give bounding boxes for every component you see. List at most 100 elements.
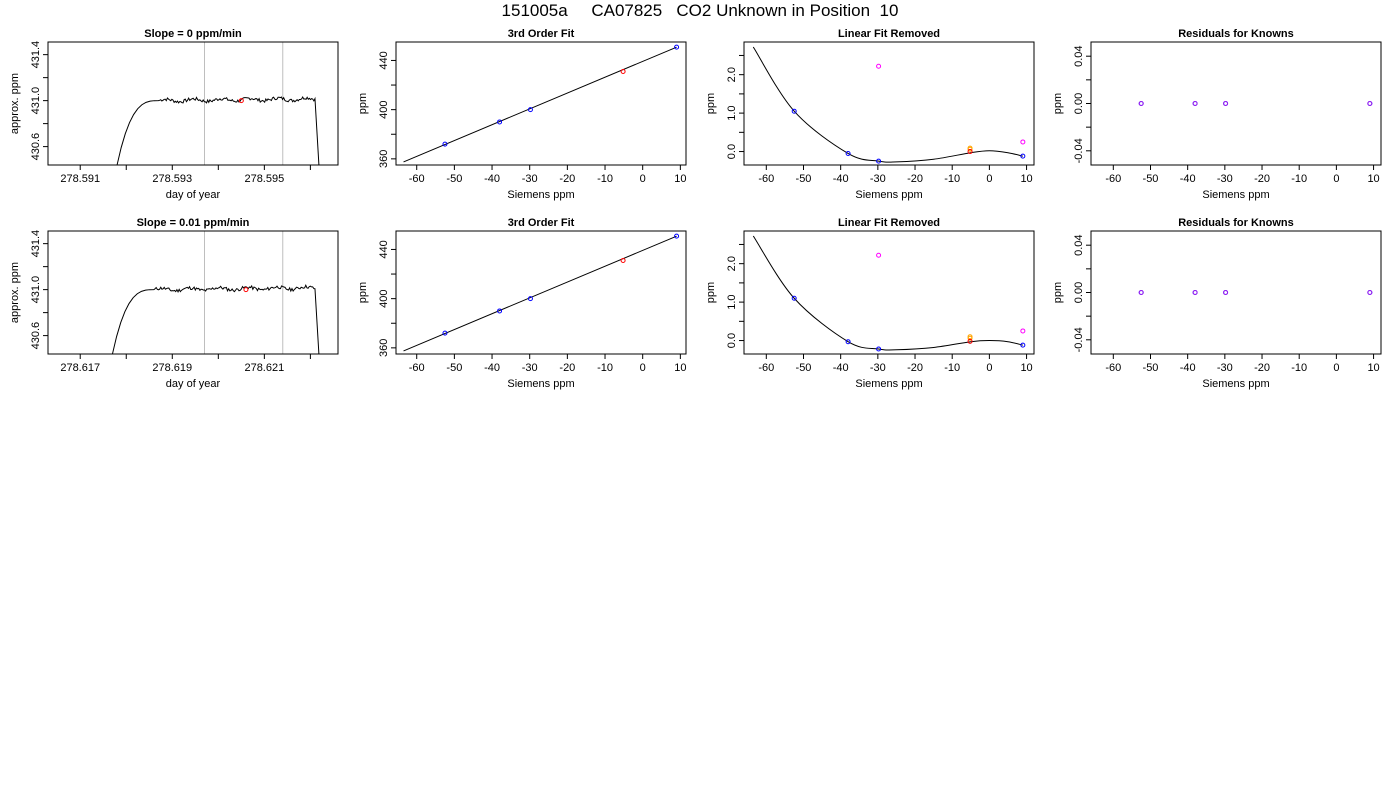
data-point <box>876 158 882 164</box>
page-title: 151005a CA07825 CO2 Unknown in Position … <box>501 1 899 20</box>
plot-area <box>1138 101 1373 106</box>
x-tick-label: 10 <box>674 362 686 374</box>
y-axis-label: approx. ppm <box>9 73 21 134</box>
data-point <box>967 334 973 340</box>
data-point <box>845 150 851 156</box>
x-tick-label: 10 <box>674 173 686 185</box>
data-point <box>1367 101 1373 106</box>
plot-frame <box>743 230 1035 355</box>
x-tick-label: -60 <box>1105 173 1121 185</box>
x-tick-label: -60 <box>758 362 774 374</box>
chart-title: Residuals for Knowns <box>1178 28 1294 40</box>
chart-panel-8: Residuals for Knowns -60 -50 -40 -30 -20 -10 0 1… <box>1052 217 1382 390</box>
fit-curve <box>752 46 1023 163</box>
y-tick-label: 0.04 <box>1073 45 1085 66</box>
data-point <box>876 346 882 352</box>
y-axis-label: approx. ppm <box>9 262 21 323</box>
x-tick-label: -40 <box>484 362 500 374</box>
chart-panel-7: Linear Fit Removed -60 -50 -40 -30 -20 -10 0 10 0… <box>705 217 1035 390</box>
data-point <box>1020 342 1026 348</box>
y-tick-label: 431.4 <box>30 230 42 258</box>
x-tick-label: 0 <box>1333 362 1339 374</box>
fit-curve <box>752 235 1023 351</box>
plot-area <box>752 46 1026 164</box>
x-tick-label: -20 <box>559 362 575 374</box>
chart-panel-1: Slope = 0 ppm/min 278.591 278.593 278.595 43… <box>9 28 339 201</box>
data-point <box>497 119 503 125</box>
x-tick-label: -20 <box>1254 173 1270 185</box>
data-point <box>620 258 626 264</box>
x-tick-label: -60 <box>409 173 425 185</box>
x-axis-label: Siemens ppm <box>507 189 574 201</box>
data-point <box>1138 290 1144 295</box>
y-tick-label: 0.04 <box>1073 234 1085 255</box>
plot-area <box>116 42 320 165</box>
plot-frame <box>47 41 339 166</box>
x-axis-label: Siemens ppm <box>1202 189 1269 201</box>
data-point <box>791 108 797 114</box>
plot-frame <box>395 41 687 166</box>
y-tick-label: 440 <box>378 51 390 69</box>
plot-area <box>403 233 680 352</box>
x-tick-label: -50 <box>796 173 812 185</box>
y-axis-label: ppm <box>1052 282 1064 303</box>
data-point <box>1020 328 1026 334</box>
x-tick-label: 278.621 <box>244 362 284 374</box>
plot-frame <box>1090 230 1382 355</box>
data-point <box>791 295 797 301</box>
x-tick-label: -10 <box>944 173 960 185</box>
x-tick-label: -50 <box>1143 362 1159 374</box>
x-tick-label: -30 <box>522 362 538 374</box>
chart-panel-5: Slope = 0.01 ppm/min 278.617 278.619 278.62… <box>9 217 339 390</box>
y-axis-label: ppm <box>357 93 369 114</box>
x-tick-label: -60 <box>758 173 774 185</box>
y-tick-label: 430.6 <box>30 133 42 161</box>
x-axis-label: Siemens ppm <box>855 189 922 201</box>
y-tick-label: 430.6 <box>30 322 42 350</box>
x-tick-label: -60 <box>1105 362 1121 374</box>
data-point <box>1223 101 1229 106</box>
x-tick-label: -50 <box>1143 173 1159 185</box>
x-tick-label: 0 <box>1333 173 1339 185</box>
y-axis-label: ppm <box>357 282 369 303</box>
y-axis-label: ppm <box>705 282 717 303</box>
x-axis-label: day of year <box>166 378 221 390</box>
y-tick-label: -0.04 <box>1073 138 1085 163</box>
x-tick-label: -20 <box>907 362 923 374</box>
unknown-point <box>238 98 244 104</box>
y-tick-label: 400 <box>378 289 390 307</box>
x-tick-label: -40 <box>833 173 849 185</box>
x-tick-label: -30 <box>1217 173 1233 185</box>
x-axis-label: Siemens ppm <box>855 378 922 390</box>
chart-panel-4: Residuals for Knowns -60 -50 -40 -30 -20 -10 0 1… <box>1052 28 1382 201</box>
x-axis-label: Siemens ppm <box>507 378 574 390</box>
data-point <box>442 141 448 147</box>
x-tick-label: -40 <box>484 173 500 185</box>
x-tick-label: 278.617 <box>60 362 100 374</box>
y-tick-label: 0.0 <box>726 333 738 348</box>
chart-panel-6: 3rd Order Fit -60 -50 -40 -30 -20 -10 0 10 360 400… <box>357 217 687 390</box>
data-point <box>1223 290 1229 295</box>
x-tick-label: 278.593 <box>152 173 192 185</box>
y-tick-label: 2.0 <box>726 256 738 271</box>
x-tick-label: -50 <box>796 362 812 374</box>
y-tick-label: 360 <box>378 150 390 168</box>
chart-title: 3rd Order Fit <box>508 217 575 229</box>
x-tick-label: -30 <box>870 362 886 374</box>
data-point <box>967 149 973 155</box>
chart-title: Linear Fit Removed <box>838 217 940 229</box>
x-tick-label: -30 <box>1217 362 1233 374</box>
fit-line <box>403 235 677 352</box>
x-tick-label: 278.591 <box>60 173 100 185</box>
x-tick-label: 10 <box>1020 173 1032 185</box>
x-tick-label: -60 <box>409 362 425 374</box>
y-tick-label: 400 <box>378 100 390 118</box>
plot-area <box>752 235 1026 352</box>
data-point <box>1020 153 1026 159</box>
data-point <box>1192 101 1198 106</box>
data-point <box>674 44 680 50</box>
data-point <box>1367 290 1373 295</box>
x-tick-label: 0 <box>640 362 646 374</box>
y-tick-label: 431.0 <box>30 276 42 304</box>
